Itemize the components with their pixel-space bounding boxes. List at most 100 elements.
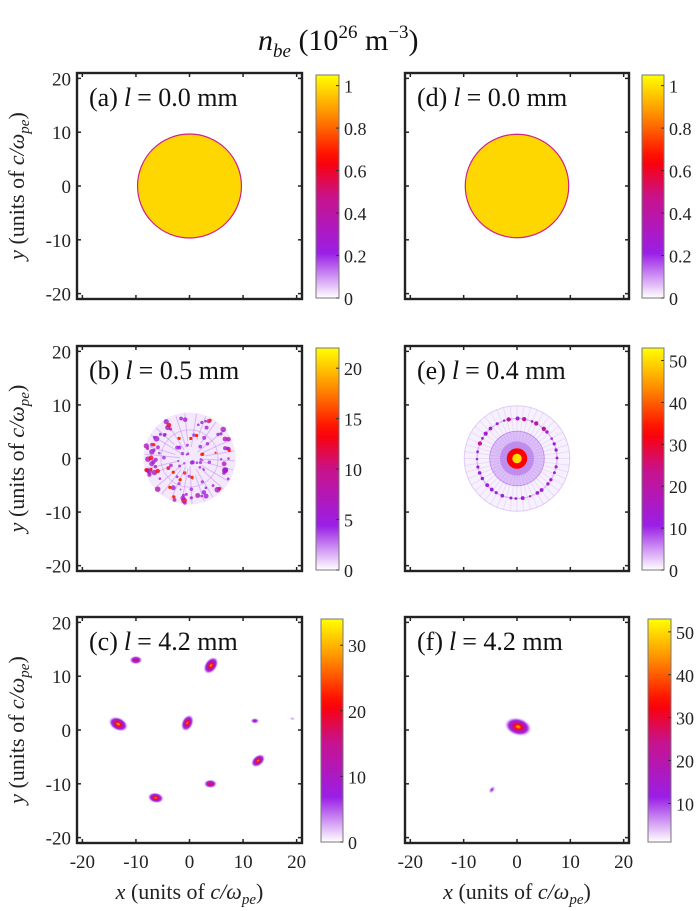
density-spot (177, 459, 180, 463)
y-axis-label: y (units of c/ωpe) (4, 656, 33, 806)
ring-dot (520, 496, 525, 501)
colorbar-b: 0 5 10 15 20 (315, 347, 362, 581)
ring-dot (535, 491, 540, 495)
density-disk (136, 133, 243, 239)
density-spot (179, 416, 183, 421)
density-blob (147, 792, 165, 804)
radial-streak (519, 416, 550, 455)
ring-dot (545, 430, 549, 434)
density-spot (192, 433, 196, 437)
radial-streak (464, 451, 512, 459)
y-tick-label: -10 (46, 231, 71, 252)
x-axis-text: (units of (453, 879, 538, 904)
ring-dot (481, 436, 484, 440)
y-tick-label: 10 (52, 123, 71, 144)
density-spot (155, 468, 160, 474)
colorbar-tick-label: 5 (344, 511, 353, 531)
colorbar-e: 0 10 20 30 40 50 (641, 347, 687, 581)
ring-dot (530, 420, 534, 423)
density-spot (221, 461, 227, 467)
density-spot (169, 463, 173, 468)
density-spot (166, 467, 169, 470)
disk-halo (143, 412, 236, 505)
density-blob (202, 656, 219, 675)
filament (154, 463, 185, 489)
hot-spot (201, 452, 205, 456)
l-value: = 0.0 mm (467, 83, 568, 112)
density-spot (227, 457, 230, 460)
y-axis-label: y (units of c/ωpe) (4, 112, 33, 262)
density-spot (200, 494, 204, 498)
colorbar-tick-label: 0 (669, 289, 678, 309)
ring-dot (509, 496, 513, 500)
density-spot (199, 458, 203, 461)
density-spot (180, 495, 186, 501)
l-variable: l (453, 83, 460, 112)
x-tick-label: -10 (123, 852, 148, 873)
colorbar-gradient (315, 74, 340, 299)
heatmap-content (463, 405, 571, 512)
ring-dot (477, 471, 482, 475)
density-spot (157, 451, 161, 455)
colorbar-tick-label: 50 (669, 352, 687, 372)
y-axis-label: y (units of c/ωpe) (4, 385, 33, 535)
density-spot (207, 460, 212, 464)
density-spot (183, 462, 186, 465)
title-n: n (258, 24, 273, 57)
radial-streak (519, 462, 550, 501)
density-spot (226, 477, 230, 481)
density-spot (200, 480, 204, 484)
density-spot (195, 461, 199, 465)
ring-dot (514, 497, 518, 500)
density-spot (219, 458, 223, 461)
radial-streak (521, 437, 566, 457)
density-blob (289, 716, 296, 721)
ring-dot (522, 417, 527, 422)
density-spot (178, 464, 181, 468)
ring-dot (554, 448, 558, 452)
filament (201, 465, 229, 482)
density-spot (214, 451, 217, 455)
radial-streak (522, 458, 570, 466)
density-spot (204, 486, 208, 490)
l-value: = 0.0 mm (137, 83, 238, 112)
density-spot (172, 497, 177, 502)
filament (196, 416, 207, 441)
density-spot (153, 464, 158, 469)
l-value: = 0.5 mm (139, 356, 240, 385)
y-axis-var: y (4, 794, 29, 806)
radial-streak (521, 444, 569, 458)
y-tick-label: 10 (52, 396, 71, 417)
radial-streak (509, 406, 517, 454)
colorbar-tick-label: 40 (676, 666, 694, 686)
radial-streak (468, 437, 513, 457)
density-blob (503, 716, 533, 737)
radial-streak (474, 461, 514, 492)
radial-streak (521, 460, 563, 486)
panel-annotation: (b) l = 0.5 mm (89, 356, 239, 385)
density-blob (203, 779, 218, 789)
heatmap-content (143, 412, 236, 505)
ring-dot (500, 493, 505, 498)
title-exponent: 26 (338, 22, 357, 43)
radial-streak (521, 431, 563, 457)
dotted-ring (475, 416, 559, 501)
heatmap-content (107, 655, 296, 804)
radial-streak (519, 462, 544, 505)
density-spot (219, 432, 223, 436)
radial-streak (520, 425, 560, 456)
panel-letter: (a) (89, 83, 118, 112)
density-spot (200, 420, 204, 425)
hot-spot (152, 443, 156, 447)
radial-streak (521, 460, 566, 480)
x-axis-text: (units of (125, 879, 210, 904)
density-blob (128, 655, 143, 665)
colorbar-tick-label: 0 (344, 561, 353, 581)
y-axis-unit-sub: pe (17, 663, 33, 679)
colorbar-tick-label: 0 (669, 561, 678, 581)
title-unit-exponent: −3 (388, 22, 408, 43)
ring-dot (555, 456, 559, 460)
density-spot (186, 452, 190, 455)
density-spot (158, 432, 162, 436)
